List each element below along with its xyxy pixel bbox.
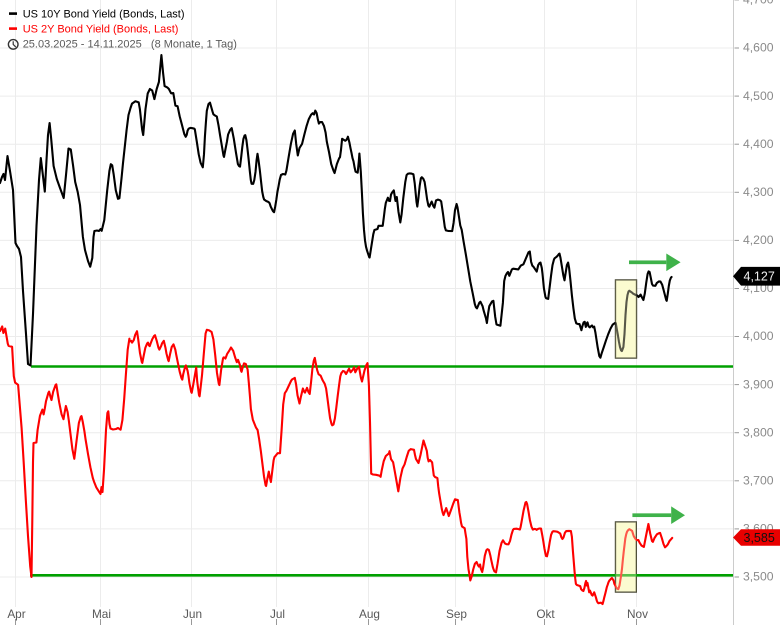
svg-text:Okt: Okt [536,607,555,621]
svg-text:4,127: 4,127 [744,270,775,284]
svg-text:Mai: Mai [92,607,111,621]
svg-text:Apr: Apr [7,607,25,621]
svg-text:4,300: 4,300 [743,185,774,199]
svg-text:4,700: 4,700 [743,0,774,7]
svg-text:Jul: Jul [270,607,285,621]
svg-text:4,500: 4,500 [743,89,774,103]
svg-text:4,600: 4,600 [743,41,774,55]
svg-text:Nov: Nov [627,607,648,621]
svg-text:4,000: 4,000 [743,329,774,343]
svg-text:US 10Y Bond Yield (Bonds, Last: US 10Y Bond Yield (Bonds, Last) [23,9,185,21]
svg-text:4,400: 4,400 [743,137,774,151]
svg-text:Aug: Aug [359,607,380,621]
svg-text:Jun: Jun [183,607,202,621]
svg-text:3,900: 3,900 [743,377,774,391]
svg-text:3,700: 3,700 [743,474,774,488]
svg-text:Sep: Sep [446,607,467,621]
svg-text:3,800: 3,800 [743,425,774,439]
svg-text:3,585: 3,585 [744,531,775,545]
svg-text:4,200: 4,200 [743,233,774,247]
svg-text:US 2Y Bond Yield (Bonds, Last): US 2Y Bond Yield (Bonds, Last) [23,24,179,36]
svg-text:3,500: 3,500 [743,570,774,584]
svg-text:25.03.2025 - 14.11.2025 (8 M: 25.03.2025 - 14.11.2025 (8 Monate, 1 Tag… [23,39,237,51]
